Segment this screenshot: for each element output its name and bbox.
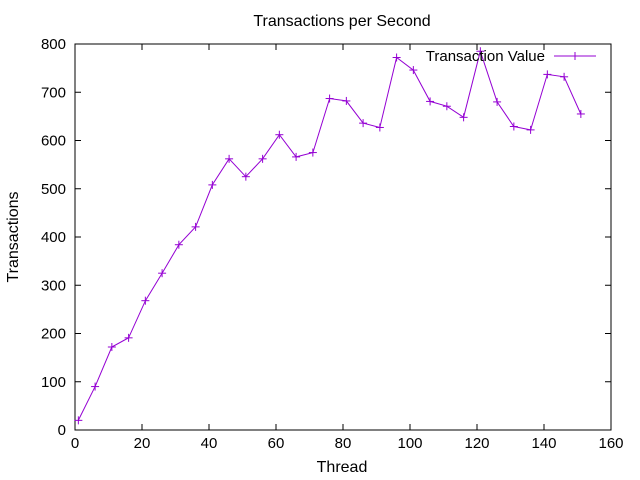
x-tick-label: 0: [71, 435, 79, 452]
x-tick-label: 120: [464, 435, 489, 452]
data-point: [174, 240, 183, 249]
data-point: [258, 154, 267, 163]
data-point: [241, 172, 250, 181]
data-point: [476, 47, 485, 56]
data-point: [359, 119, 368, 128]
data-point: [560, 72, 569, 81]
legend-marker-plus: [571, 52, 579, 60]
y-axis-label: Transactions: [5, 192, 22, 283]
data-point: [292, 152, 301, 161]
y-tick-label: 400: [41, 229, 66, 246]
y-tick-label: 600: [41, 133, 66, 150]
data-point: [459, 113, 468, 122]
x-axis: 0 20 40 60 80 100 120 140 160: [71, 44, 624, 452]
data-point: [325, 94, 334, 103]
legend: Transaction Value: [426, 48, 596, 65]
series-layer: [74, 47, 585, 425]
data-point: [225, 154, 234, 163]
data-point: [308, 148, 317, 157]
x-tick-label: 140: [531, 435, 556, 452]
series-line: [77, 49, 582, 421]
legend-label: Transaction Value: [426, 48, 545, 65]
data-point: [158, 269, 167, 278]
x-tick-label: 80: [335, 435, 352, 452]
y-tick-label: 300: [41, 277, 66, 294]
data-point: [375, 123, 384, 132]
data-point: [208, 180, 217, 189]
data-point: [576, 109, 585, 118]
data-point: [442, 102, 451, 111]
data-point: [91, 382, 100, 391]
y-tick-label: 800: [41, 36, 66, 53]
chart-title: Transactions per Second: [253, 13, 430, 30]
plot-frame: [74, 43, 612, 431]
data-point: [526, 125, 535, 134]
y-tick-label: 200: [41, 326, 66, 343]
data-point: [107, 343, 116, 352]
x-axis-label: Thread: [317, 459, 368, 476]
y-tick-label: 0: [58, 422, 66, 439]
data-point: [275, 130, 284, 139]
legend-marker: [571, 52, 579, 60]
data-point: [191, 222, 200, 231]
data-point: [74, 416, 83, 425]
data-point: [509, 122, 518, 131]
x-tick-label: 60: [268, 435, 285, 452]
data-point: [124, 333, 133, 342]
x-tick-label: 160: [598, 435, 623, 452]
y-axis: 0 100 200 300 400 500 600 700 800: [41, 36, 611, 439]
y-tick-label: 700: [41, 84, 66, 101]
y-tick-label: 500: [41, 181, 66, 198]
x-tick-label: 40: [201, 435, 218, 452]
data-point: [342, 96, 351, 105]
data-point: [141, 296, 150, 305]
data-point: [426, 97, 435, 106]
data-point: [543, 70, 552, 79]
y-tick-label: 100: [41, 374, 66, 391]
data-point: [409, 66, 418, 75]
data-point: [392, 53, 401, 62]
x-tick-label: 100: [397, 435, 422, 452]
data-point: [493, 97, 502, 106]
x-tick-label: 20: [134, 435, 151, 452]
